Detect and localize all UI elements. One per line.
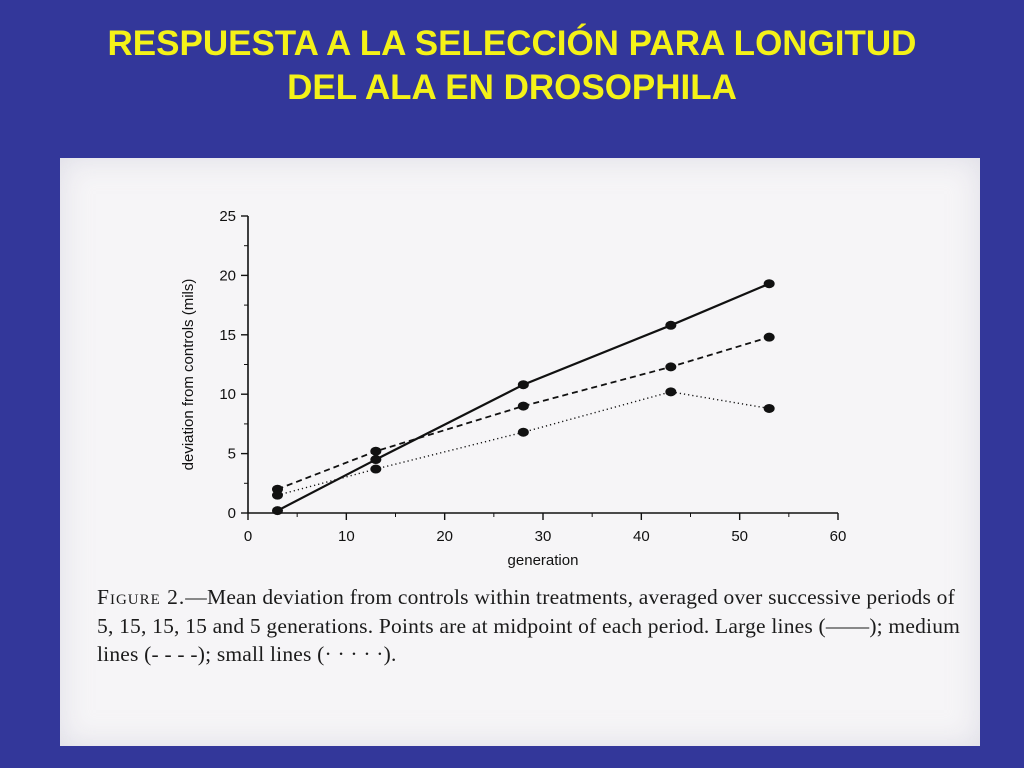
data-point-dotted bbox=[517, 427, 529, 437]
data-point-solid bbox=[272, 506, 283, 516]
data-point-dotted bbox=[370, 464, 382, 474]
data-point-solid bbox=[665, 320, 677, 330]
series-line-dotted bbox=[277, 391, 770, 496]
y-tick-label: 5 bbox=[228, 446, 236, 463]
series-line-solid bbox=[276, 282, 770, 512]
data-point-dotted bbox=[272, 490, 283, 500]
y-tick-label: 10 bbox=[219, 386, 236, 403]
data-point-dashed bbox=[517, 401, 529, 411]
y-tick-label: 0 bbox=[228, 505, 236, 522]
data-point-dashed bbox=[763, 332, 775, 342]
x-tick-label: 60 bbox=[830, 528, 847, 545]
figure-caption: Figure 2.—Mean deviation from controls w… bbox=[97, 583, 967, 669]
data-point-dashed bbox=[665, 362, 677, 372]
y-axis-title: deviation from controls (mils) bbox=[180, 279, 197, 471]
data-point-solid bbox=[517, 380, 529, 390]
data-point-dashed bbox=[370, 446, 382, 456]
x-tick-label: 40 bbox=[633, 528, 650, 545]
slide-title: RESPUESTA A LA SELECCIÓN PARA LONGITUD D… bbox=[0, 22, 1024, 110]
x-tick-label: 10 bbox=[338, 528, 355, 545]
caption-text: —Mean deviation from controls within tre… bbox=[97, 585, 961, 666]
x-tick-label: 20 bbox=[436, 528, 453, 545]
data-point-dotted bbox=[763, 403, 775, 413]
data-point-solid bbox=[370, 455, 382, 465]
data-point-solid bbox=[763, 279, 775, 289]
line-chart: 0 5 10 15 20 25 0 10 20 30 40 50 60 generation deviati… bbox=[180, 208, 847, 569]
slide-title-line2: DEL ALA EN DROSOPHILA bbox=[287, 68, 737, 107]
y-tick-label: 20 bbox=[219, 267, 236, 284]
caption-figure-label: Figure 2. bbox=[97, 585, 186, 609]
slide-title-line1: RESPUESTA A LA SELECCIÓN PARA LONGITUD bbox=[107, 24, 917, 63]
x-tick-label: 30 bbox=[535, 528, 552, 545]
series-line-dashed bbox=[277, 336, 770, 491]
y-tick-label: 15 bbox=[219, 327, 236, 344]
x-axis-title: generation bbox=[508, 552, 579, 569]
data-point-dotted bbox=[665, 387, 677, 397]
x-tick-label: 0 bbox=[244, 528, 252, 545]
x-tick-label: 50 bbox=[731, 528, 748, 545]
figure-panel: 0 5 10 15 20 25 0 10 20 30 40 50 60 generation deviati… bbox=[60, 158, 980, 746]
y-tick-label: 25 bbox=[219, 208, 236, 225]
